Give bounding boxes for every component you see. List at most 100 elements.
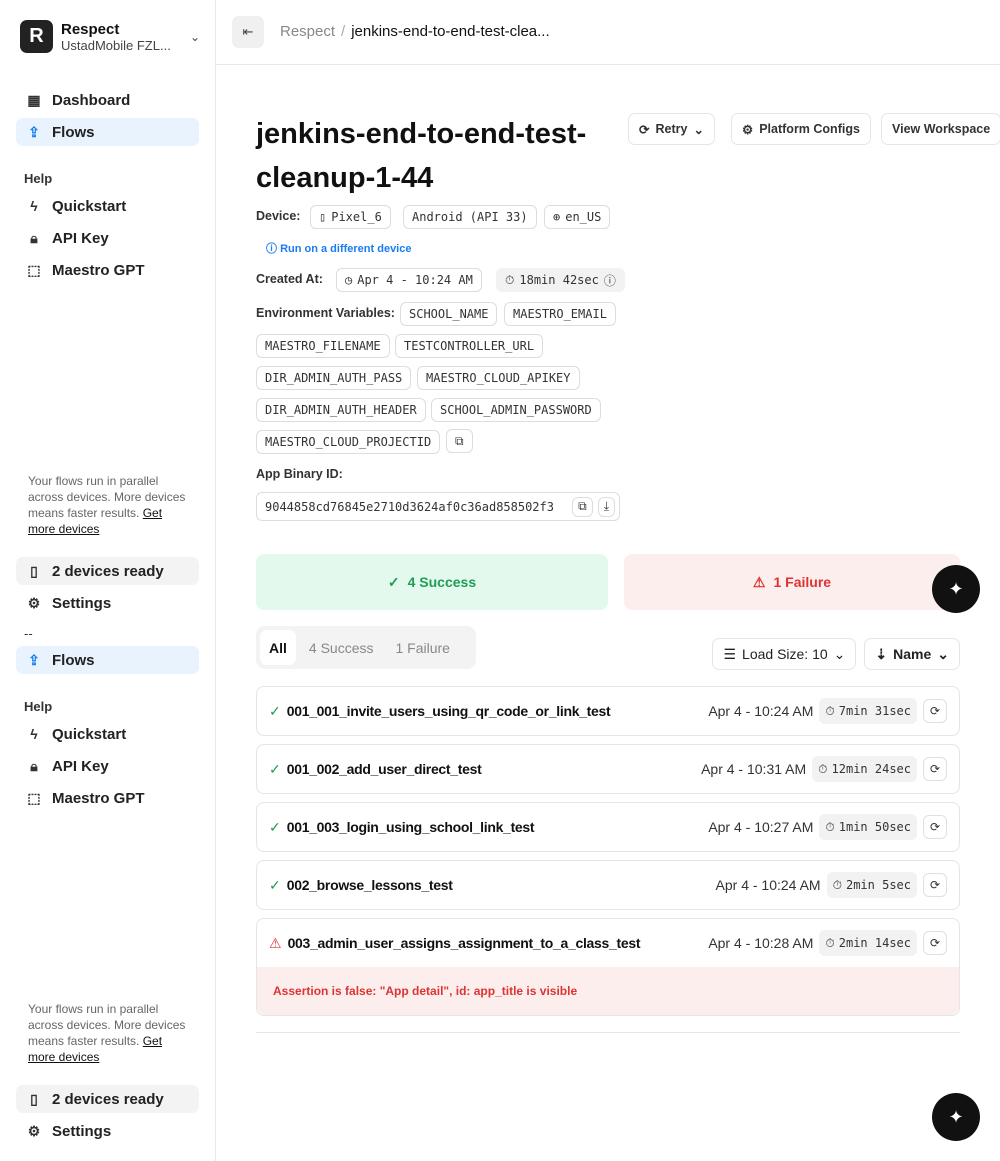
flow-date: Apr 4 - 10:24 AM xyxy=(708,703,814,719)
sidebar-item-quickstart[interactable]: ϟ Quickstart xyxy=(16,192,199,220)
sidebar-item-maestro-gpt[interactable]: ⬚ Maestro GPT xyxy=(16,256,199,284)
refresh-icon: ⟳ xyxy=(929,704,941,718)
flow-row[interactable]: ✓ 001_003_login_using_school_link_test Apr… xyxy=(256,802,960,852)
clock-icon: ◷ xyxy=(345,273,353,287)
sidebar-item-flows[interactable]: ⇪ Flows xyxy=(16,118,199,146)
get-more-devices-link[interactable]: Get more devices xyxy=(28,1034,163,1064)
binary-label: App Binary ID: xyxy=(256,467,343,481)
sidebar-item-dashboard[interactable]: ▦ Dashboard xyxy=(16,86,199,114)
chevron-down-icon: ⌄ xyxy=(833,645,846,662)
nav-label: Maestro GPT xyxy=(52,789,145,807)
check-icon: ✓ xyxy=(269,702,281,719)
sidebar-item-settings[interactable]: ⚙ Settings xyxy=(16,1117,199,1145)
warning-icon: ⚠ xyxy=(269,934,282,951)
flow-date: Apr 4 - 10:27 AM xyxy=(708,819,814,835)
check-icon: ✓ xyxy=(269,876,281,893)
flow-duration: ⏱ 12min 24sec xyxy=(812,756,917,782)
devices-ready[interactable]: ▯ 2 devices ready xyxy=(16,557,199,585)
upload-icon: ⇪ xyxy=(28,651,40,668)
flow-date: Apr 4 - 10:24 AM xyxy=(715,877,821,893)
flow-row[interactable]: ✓ 001_002_add_user_direct_test Apr 4 - 10:… xyxy=(256,744,960,794)
env-var-chip: TESTCONTROLLER_URL xyxy=(395,334,544,358)
org-switcher[interactable]: R Respect UstadMobile FZL... ⌄ xyxy=(20,20,200,53)
created-chip: ◷ Apr 4 - 10:24 AM xyxy=(336,268,482,292)
status-tabs: All 4 Success 1 Failure xyxy=(256,626,476,669)
rerun-button[interactable]: ⟳ xyxy=(923,931,947,955)
flow-name[interactable]: 003_admin_user_assigns_assignment_to_a_c… xyxy=(287,935,641,951)
nav-label: API Key xyxy=(52,757,109,775)
sort-dropdown[interactable]: ⇣ Name ⌄ xyxy=(864,638,960,670)
rerun-button[interactable]: ⟳ xyxy=(923,757,947,781)
flow-duration: ⏱ 7min 31sec xyxy=(819,698,917,724)
env-var-chip: MAESTRO_EMAIL xyxy=(504,302,616,326)
sidebar-item-api-key[interactable]: 🔒︎ API Key xyxy=(16,752,199,780)
tab-all[interactable]: All xyxy=(260,630,296,665)
platform-configs-button[interactable]: ⚙ Platform Configs xyxy=(731,113,871,145)
retry-button[interactable]: ⟳ Retry ⌄ xyxy=(628,113,715,145)
load-size-dropdown[interactable]: ☰ Load Size: 10 ⌄ xyxy=(712,638,857,670)
run-different-device-link[interactable]: ⓘ Run on a different device xyxy=(266,243,412,255)
breadcrumb-sep: / xyxy=(341,23,346,40)
flow-name[interactable]: 001_001_invite_users_using_qr_code_or_li… xyxy=(286,703,611,719)
rerun-button[interactable]: ⟳ xyxy=(923,699,947,723)
chat-button[interactable]: ✦ xyxy=(932,1093,980,1141)
chevron-down-icon: ⌄ xyxy=(937,645,949,662)
copy-icon[interactable]: ⧉ xyxy=(572,496,593,517)
lock-icon: 🔒︎ xyxy=(30,229,38,246)
nav-label: Quickstart xyxy=(52,725,127,743)
refresh-icon: ⟳ xyxy=(929,878,941,892)
rerun-button[interactable]: ⟳ xyxy=(923,815,947,839)
nav-label: Quickstart xyxy=(52,197,127,215)
sidebar-item-flows[interactable]: ⇪ Flows xyxy=(16,646,199,674)
chat-sparkle-icon: ⬚ xyxy=(27,261,41,278)
flow-name[interactable]: 001_003_login_using_school_link_test xyxy=(286,819,535,835)
divider xyxy=(256,1032,960,1033)
device-locale-chip: ⊕ en_US xyxy=(544,205,611,229)
stopwatch-icon: ⏱ xyxy=(825,819,835,834)
sidebar-toggle-button[interactable]: ⇤ xyxy=(232,16,264,48)
tab-failure[interactable]: 1 Failure xyxy=(395,639,450,656)
flow-row[interactable]: ⚠ 003_admin_user_assigns_assignment_to_a_… xyxy=(256,918,960,1016)
flow-name[interactable]: 001_002_add_user_direct_test xyxy=(286,761,482,777)
globe-icon: ⊕ xyxy=(553,210,561,224)
download-icon[interactable]: ⤓ xyxy=(597,496,615,517)
breadcrumb-parent[interactable]: Respect xyxy=(280,23,336,40)
check-icon: ✓ xyxy=(269,818,281,835)
header: ⇤ Respect / jenkins-end-to-end-test-clea..… xyxy=(216,0,1000,65)
tab-success[interactable]: 4 Success xyxy=(308,639,374,656)
flow-date: Apr 4 - 10:28 AM xyxy=(708,935,814,951)
breadcrumb-current: jenkins-end-to-end-test-clea... xyxy=(351,23,550,40)
refresh-icon: ⟳ xyxy=(929,936,941,950)
stopwatch-icon: ⏱ xyxy=(832,877,842,892)
chevron-down-icon: ⌄ xyxy=(189,29,200,44)
flow-name[interactable]: 002_browse_lessons_test xyxy=(286,877,453,893)
phone-icon: ▯ xyxy=(30,562,38,579)
help-heading: Help xyxy=(24,699,53,714)
stopwatch-icon: ⏱ xyxy=(825,703,835,718)
sidebar: R Respect UstadMobile FZL... ⌄ ▦ Dashboard… xyxy=(0,0,216,1161)
get-more-devices-link[interactable]: Get more devices xyxy=(28,506,163,536)
rerun-button[interactable]: ⟳ xyxy=(923,873,947,897)
gear-icon: ⚙ xyxy=(742,122,754,137)
view-workspace-button[interactable]: View Workspace xyxy=(881,113,1000,145)
sidebar-item-maestro-gpt[interactable]: ⬚ Maestro GPT xyxy=(16,784,199,812)
failure-summary[interactable]: ⚠ 1 Failure xyxy=(624,554,960,610)
sidebar-item-api-key[interactable]: 🔒︎ API Key xyxy=(16,224,199,252)
refresh-icon: ⟳ xyxy=(639,122,650,137)
chat-button[interactable]: ✦ xyxy=(932,565,980,613)
env-var-chip: MAESTRO_FILENAME xyxy=(256,334,390,358)
help-heading: Help xyxy=(24,171,53,186)
sidebar-item-settings[interactable]: ⚙ Settings xyxy=(16,589,199,617)
flow-duration: ⏱ 2min 5sec xyxy=(826,872,917,898)
copy-env-button[interactable]: ⧉ xyxy=(446,429,473,453)
flow-row[interactable]: ✓ 002_browse_lessons_test Apr 4 - 10:24 AM… xyxy=(256,860,960,910)
flow-row[interactable]: ✓ 001_001_invite_users_using_qr_code_or_l… xyxy=(256,686,960,736)
nav-label: Dashboard xyxy=(52,91,131,109)
stopwatch-icon: ⏱ xyxy=(505,272,515,287)
flow-duration: ⏱ 1min 50sec xyxy=(819,814,917,840)
nav-label: 2 devices ready xyxy=(52,1090,164,1108)
sidebar-item-quickstart[interactable]: ϟ Quickstart xyxy=(16,720,199,748)
devices-ready[interactable]: ▯ 2 devices ready xyxy=(16,1085,199,1113)
copy-icon: ⧉ xyxy=(455,433,464,448)
success-summary[interactable]: ✓ 4 Success xyxy=(256,554,608,610)
